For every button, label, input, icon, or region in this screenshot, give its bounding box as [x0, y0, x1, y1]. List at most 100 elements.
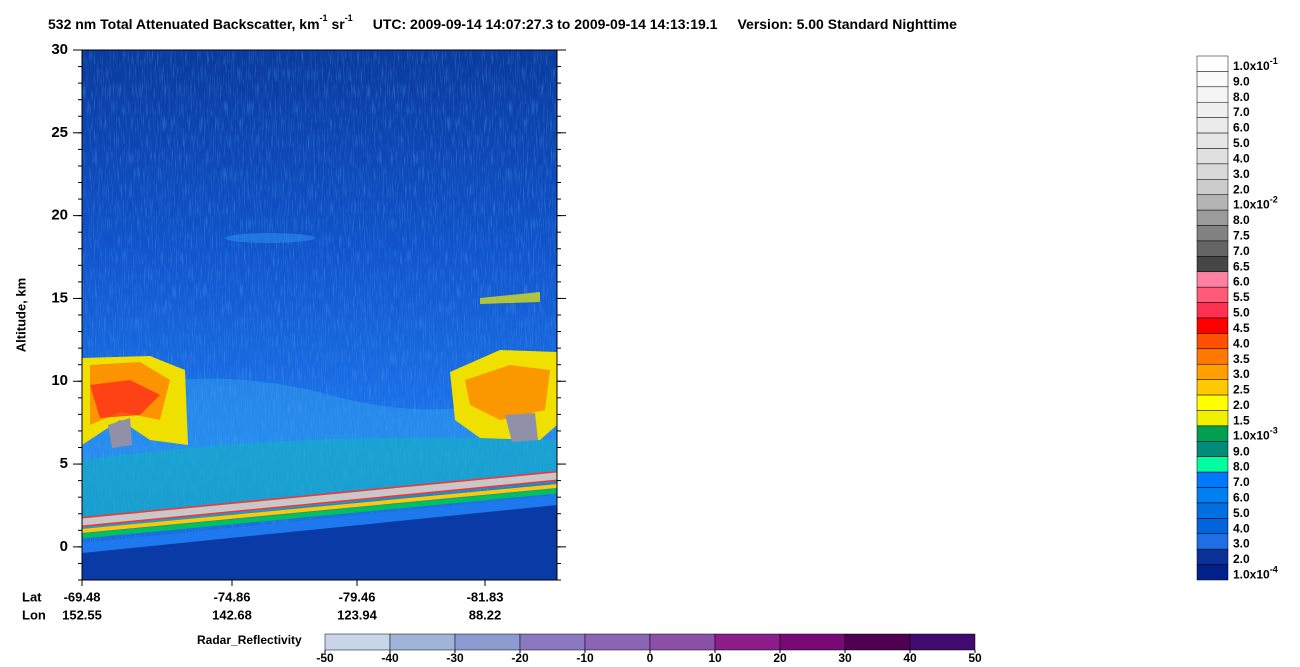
colorbar-box [1196, 101, 1229, 118]
colorbar-label: 6.0 [1233, 121, 1250, 135]
colorbar-label: 2.0 [1233, 182, 1250, 196]
colorbar-box [1196, 163, 1229, 180]
colorbar-mantissa: 1.0x10 [1233, 198, 1270, 212]
colorbar-box [1196, 209, 1229, 226]
colorbar-exponent: -4 [1270, 565, 1278, 575]
colorbar-box [1196, 256, 1229, 273]
title-main: 532 nm Total Attenuated Backscatter, km [48, 16, 320, 32]
colorbar-box [1196, 333, 1229, 350]
colorbar-label: 3.0 [1233, 367, 1250, 381]
colorbar-label: 7.0 [1233, 244, 1250, 258]
radar-label: Radar_Reflectivity [197, 633, 302, 647]
colorbar-box [1196, 55, 1229, 72]
radar-box [454, 633, 521, 651]
radar-tick-label: 50 [968, 651, 982, 665]
y-tick-label: 30 [51, 41, 68, 58]
colorbar-label: 6.0 [1233, 275, 1250, 289]
title-version: Version: 5.00 Standard Nighttime [737, 16, 957, 32]
colorbar-box [1196, 410, 1229, 427]
x-tick-label: 123.94 [337, 607, 378, 622]
y-tick-label: 25 [51, 124, 68, 141]
colorbar-box [1196, 533, 1229, 550]
colorbar-label: 6.5 [1233, 259, 1250, 273]
radar-box [324, 633, 391, 651]
y-tick-label: 5 [60, 455, 68, 472]
radar-tick-label: 20 [773, 651, 787, 665]
colorbar-label: 5.0 [1233, 136, 1250, 150]
radar-tick-label: 0 [647, 651, 654, 665]
colorbar-label: 7.5 [1233, 228, 1250, 242]
radar-tick-label: -20 [511, 651, 529, 665]
colorbar-label: 1.5 [1233, 413, 1250, 427]
colorbar-box [1196, 487, 1229, 504]
colorbar-label: 4.0 [1233, 521, 1250, 535]
colorbar-label: 7.0 [1233, 105, 1250, 119]
colorbar-box [1196, 394, 1229, 411]
colorbar-label: 9.0 [1233, 444, 1250, 458]
radar-box [844, 633, 911, 651]
colorbar-label: 3.5 [1233, 352, 1250, 366]
x-tick-label: -79.46 [339, 589, 376, 604]
colorbar-box [1196, 194, 1229, 211]
x-row-name: Lon [22, 607, 46, 622]
colorbar-box [1196, 471, 1229, 488]
radar-box [779, 633, 846, 651]
colorbar-label: 1.0x10-2 [1233, 195, 1278, 212]
radar-box [519, 633, 586, 651]
backscatter-image [82, 50, 557, 580]
colorbar-box [1196, 86, 1229, 103]
y-tick-label: 20 [51, 207, 68, 224]
title: 532 nm Total Attenuated Backscatter, km-… [48, 13, 957, 31]
x-tick-label: 142.68 [212, 607, 252, 622]
radar-box [714, 633, 781, 651]
x-tick-label: -74.86 [214, 589, 251, 604]
colorbar-box [1196, 148, 1229, 165]
colorbar-box [1196, 179, 1229, 195]
colorbar-label: 2.0 [1233, 552, 1250, 566]
colorbar-box [1196, 564, 1229, 581]
colorbar-label: 1.0x10-4 [1233, 565, 1278, 582]
colorbar-box [1196, 225, 1229, 242]
x-tick-label: 88.22 [469, 607, 502, 622]
colorbar-label: 6.0 [1233, 490, 1250, 504]
radar-box [649, 633, 716, 651]
colorbar-label: 9.0 [1233, 74, 1250, 88]
colorbar-exponent: -2 [1270, 195, 1278, 205]
colorbar-exponent: -3 [1270, 426, 1278, 436]
colorbar-box [1196, 117, 1229, 134]
colorbar-box [1196, 317, 1229, 334]
colorbar-label: 5.5 [1233, 290, 1250, 304]
radar-tick-label: 10 [708, 651, 722, 665]
y-tick-label: 15 [51, 289, 68, 306]
colorbar-label: 8.0 [1233, 213, 1250, 227]
colorbar-box [1196, 302, 1229, 319]
colorbar-box [1196, 502, 1229, 519]
colorbar-label: 7.0 [1233, 475, 1250, 489]
colorbar-label: 5.0 [1233, 506, 1250, 520]
radar-tick-label: 40 [903, 651, 917, 665]
title-sup: -1 [320, 13, 328, 23]
colorbar-box [1196, 363, 1229, 380]
radar-box [584, 633, 651, 651]
colorbar-mantissa: 1.0x10 [1233, 59, 1270, 73]
colorbar-mantissa: 1.0x10 [1233, 429, 1270, 443]
colorbar-mantissa: 1.0x10 [1233, 568, 1270, 582]
radar-tick-label: -10 [576, 651, 594, 665]
radar-tick-label: 30 [838, 651, 852, 665]
y-axis-label: Altitude, km [13, 278, 28, 352]
y-tick-label: 10 [51, 372, 68, 389]
colorbar-box [1196, 379, 1229, 396]
title-unit: sr [328, 16, 346, 32]
x-tick-label: 152.55 [62, 607, 102, 622]
colorbar-label: 3.0 [1233, 537, 1250, 551]
x-tick-label: -81.83 [467, 589, 504, 604]
title-time: UTC: 2009-09-14 14:07:27.3 to 2009-09-14… [373, 16, 718, 32]
colorbar-box [1196, 271, 1229, 288]
colorbar-label: 2.5 [1233, 383, 1250, 397]
colorbar-label: 8.0 [1233, 90, 1250, 104]
x-row-name: Lat [22, 589, 42, 604]
colorbar-label: 1.0x10-3 [1233, 426, 1278, 443]
colorbar-box [1196, 132, 1229, 149]
x-tick-label: -69.48 [64, 589, 101, 604]
colorbar-box [1196, 286, 1229, 303]
